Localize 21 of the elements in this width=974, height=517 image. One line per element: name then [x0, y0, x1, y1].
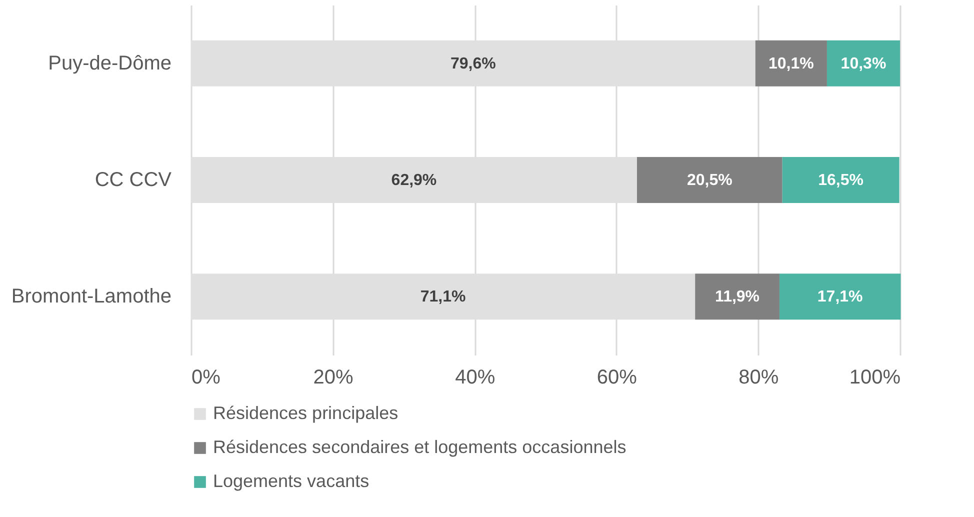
- data-label: 71,1%: [420, 288, 466, 306]
- data-label: 17,1%: [817, 288, 863, 306]
- data-label: 62,9%: [391, 172, 437, 189]
- x-tick-label: 80%: [738, 366, 779, 388]
- data-label: 10,3%: [840, 55, 886, 72]
- x-tick-label: 40%: [455, 366, 496, 388]
- data-label: 79,6%: [450, 55, 496, 72]
- data-label: 11,9%: [715, 288, 760, 306]
- y-tick-label: Bromont-Lamothe: [11, 286, 172, 308]
- x-tick-label: 60%: [596, 366, 638, 388]
- x-tick-label: 100%: [849, 366, 901, 388]
- legend-label: Résidences principales: [213, 403, 398, 423]
- data-label: 10,1%: [768, 55, 814, 72]
- data-label: 16,5%: [818, 172, 864, 189]
- y-tick-label: CC CCV: [94, 169, 172, 191]
- data-label: 20,5%: [686, 172, 732, 189]
- y-tick-label: Puy-de-Dôme: [48, 52, 172, 74]
- x-tick-label: 0%: [192, 366, 221, 388]
- legend-label: Logements vacants: [213, 471, 370, 491]
- legend-label: Résidences secondaires et logements occasionnels: [213, 437, 626, 457]
- x-tick-label: 20%: [313, 366, 354, 388]
